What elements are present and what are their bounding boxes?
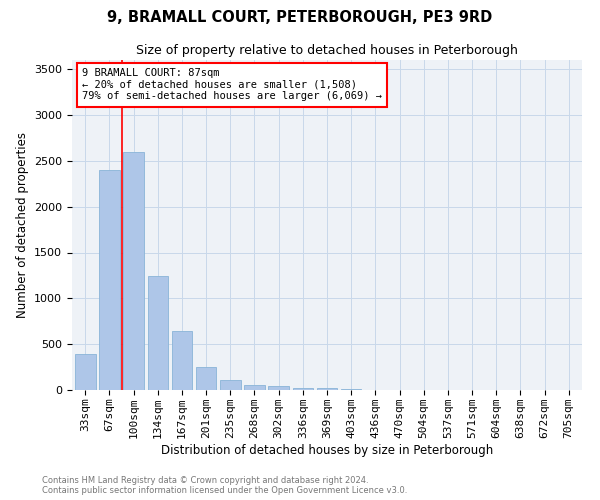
Bar (99, 170, 120, 390)
Bar (172, 332, 192, 390)
Bar (196, 367, 217, 390)
Bar (124, 152, 144, 390)
Bar (75, 354, 95, 390)
Y-axis label: Number of detached properties: Number of detached properties (16, 132, 29, 318)
Text: 9 BRAMALL COURT: 87sqm
← 20% of detached houses are smaller (1,508)
79% of semi-: 9 BRAMALL COURT: 87sqm ← 20% of detached… (82, 68, 382, 102)
Title: Size of property relative to detached houses in Peterborough: Size of property relative to detached ho… (136, 44, 518, 58)
Text: Contains HM Land Registry data © Crown copyright and database right 2024.
Contai: Contains HM Land Registry data © Crown c… (42, 476, 407, 495)
Bar (317, 388, 337, 390)
X-axis label: Distribution of detached houses by size in Peterborough: Distribution of detached houses by size … (161, 444, 493, 456)
Text: 9, BRAMALL COURT, PETERBOROUGH, PE3 9RD: 9, BRAMALL COURT, PETERBOROUGH, PE3 9RD (107, 10, 493, 25)
Bar (244, 386, 265, 390)
Bar (220, 380, 241, 390)
Bar (293, 388, 313, 390)
Bar (148, 276, 168, 390)
Bar (268, 386, 289, 390)
Bar (341, 388, 361, 390)
